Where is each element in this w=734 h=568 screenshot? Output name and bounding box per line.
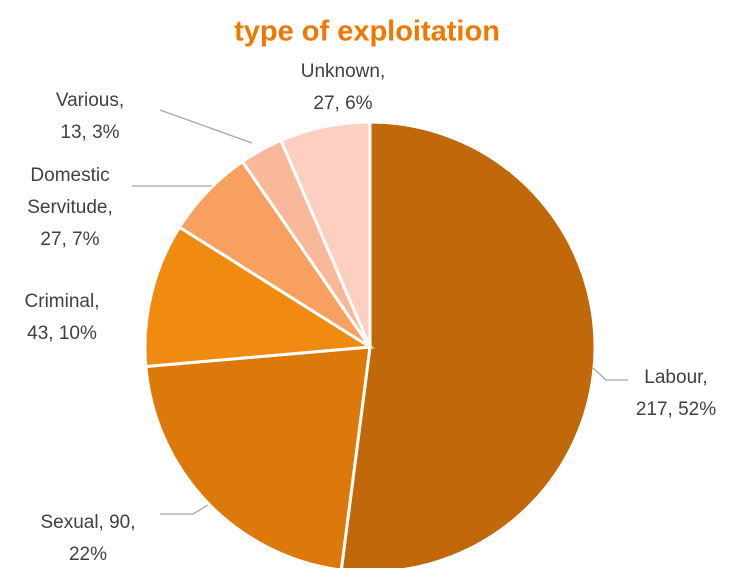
data-label: Various, bbox=[56, 90, 124, 111]
data-label: 22% bbox=[69, 544, 107, 565]
data-label: 13, 3% bbox=[60, 122, 119, 143]
pie-slice bbox=[340, 120, 597, 568]
leader-line bbox=[592, 367, 628, 381]
data-label: 27, 6% bbox=[313, 93, 372, 114]
data-label: Labour, bbox=[644, 367, 707, 388]
data-label: Criminal, bbox=[25, 291, 100, 312]
data-label: Servitude, bbox=[27, 197, 113, 218]
leader-line bbox=[160, 504, 209, 515]
data-label: Sexual, 90, bbox=[40, 512, 135, 533]
pie-slice bbox=[143, 225, 375, 369]
pie-slice bbox=[278, 120, 372, 348]
pie-slice bbox=[144, 345, 372, 568]
data-label: 43, 10% bbox=[27, 323, 97, 344]
data-label: 27, 7% bbox=[40, 229, 99, 250]
chart-title: type of exploitation bbox=[234, 16, 500, 48]
data-label: Unknown, bbox=[301, 61, 386, 82]
data-label: 217, 52% bbox=[636, 399, 716, 420]
data-label: Domestic bbox=[30, 165, 109, 186]
leader-line bbox=[159, 109, 253, 144]
